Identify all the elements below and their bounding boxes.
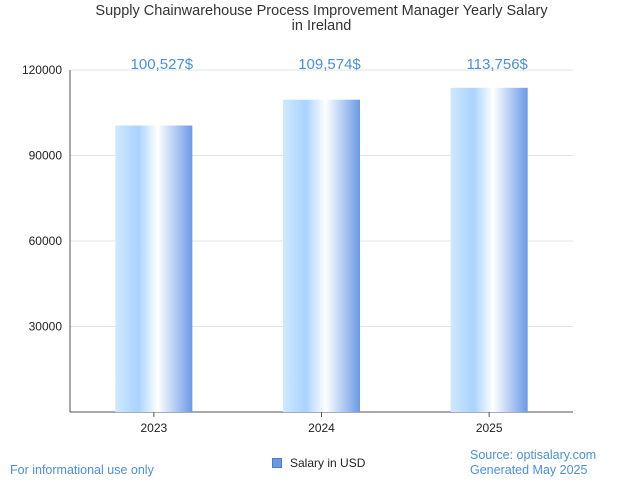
- legend: Salary in USD: [272, 456, 365, 470]
- bar-2024: [283, 99, 360, 412]
- data-label-2024: 109,574$: [298, 56, 361, 73]
- generated-date: Generated May 2025: [470, 463, 588, 477]
- chart-title-line2: in Ireland: [291, 18, 352, 34]
- x-tick-label: 2025: [476, 421, 503, 435]
- bar-2023: [115, 125, 193, 412]
- tick-labels: 30000 60000 90000 120000 2023 2024 2025: [22, 63, 503, 435]
- data-labels: 100,527$ 109,574$ 113,756$: [131, 56, 529, 73]
- data-label-2025: 113,756$: [466, 56, 528, 73]
- x-tick-label: 2023: [140, 421, 167, 435]
- bars: [115, 87, 528, 412]
- source-block: Source: optisalary.com Generated May 202…: [470, 448, 596, 478]
- legend-label: Salary in USD: [290, 456, 366, 470]
- y-tick-label: 120000: [22, 63, 62, 77]
- data-label-2023: 100,527$: [131, 56, 194, 73]
- y-tick-label: 60000: [29, 234, 63, 248]
- chart-title-line1: Supply Chainwarehouse Process Improvemen…: [95, 3, 548, 19]
- chart-title: Supply Chainwarehouse Process Improvemen…: [0, 4, 643, 34]
- source-link[interactable]: Source: optisalary.com: [470, 448, 597, 462]
- legend-swatch: [272, 458, 282, 468]
- bar-2025: [450, 87, 528, 412]
- disclaimer-text: For informational use only: [10, 463, 154, 477]
- y-tick-label: 90000: [29, 149, 63, 163]
- x-tick-label: 2024: [308, 421, 335, 435]
- y-tick-label: 30000: [29, 320, 63, 334]
